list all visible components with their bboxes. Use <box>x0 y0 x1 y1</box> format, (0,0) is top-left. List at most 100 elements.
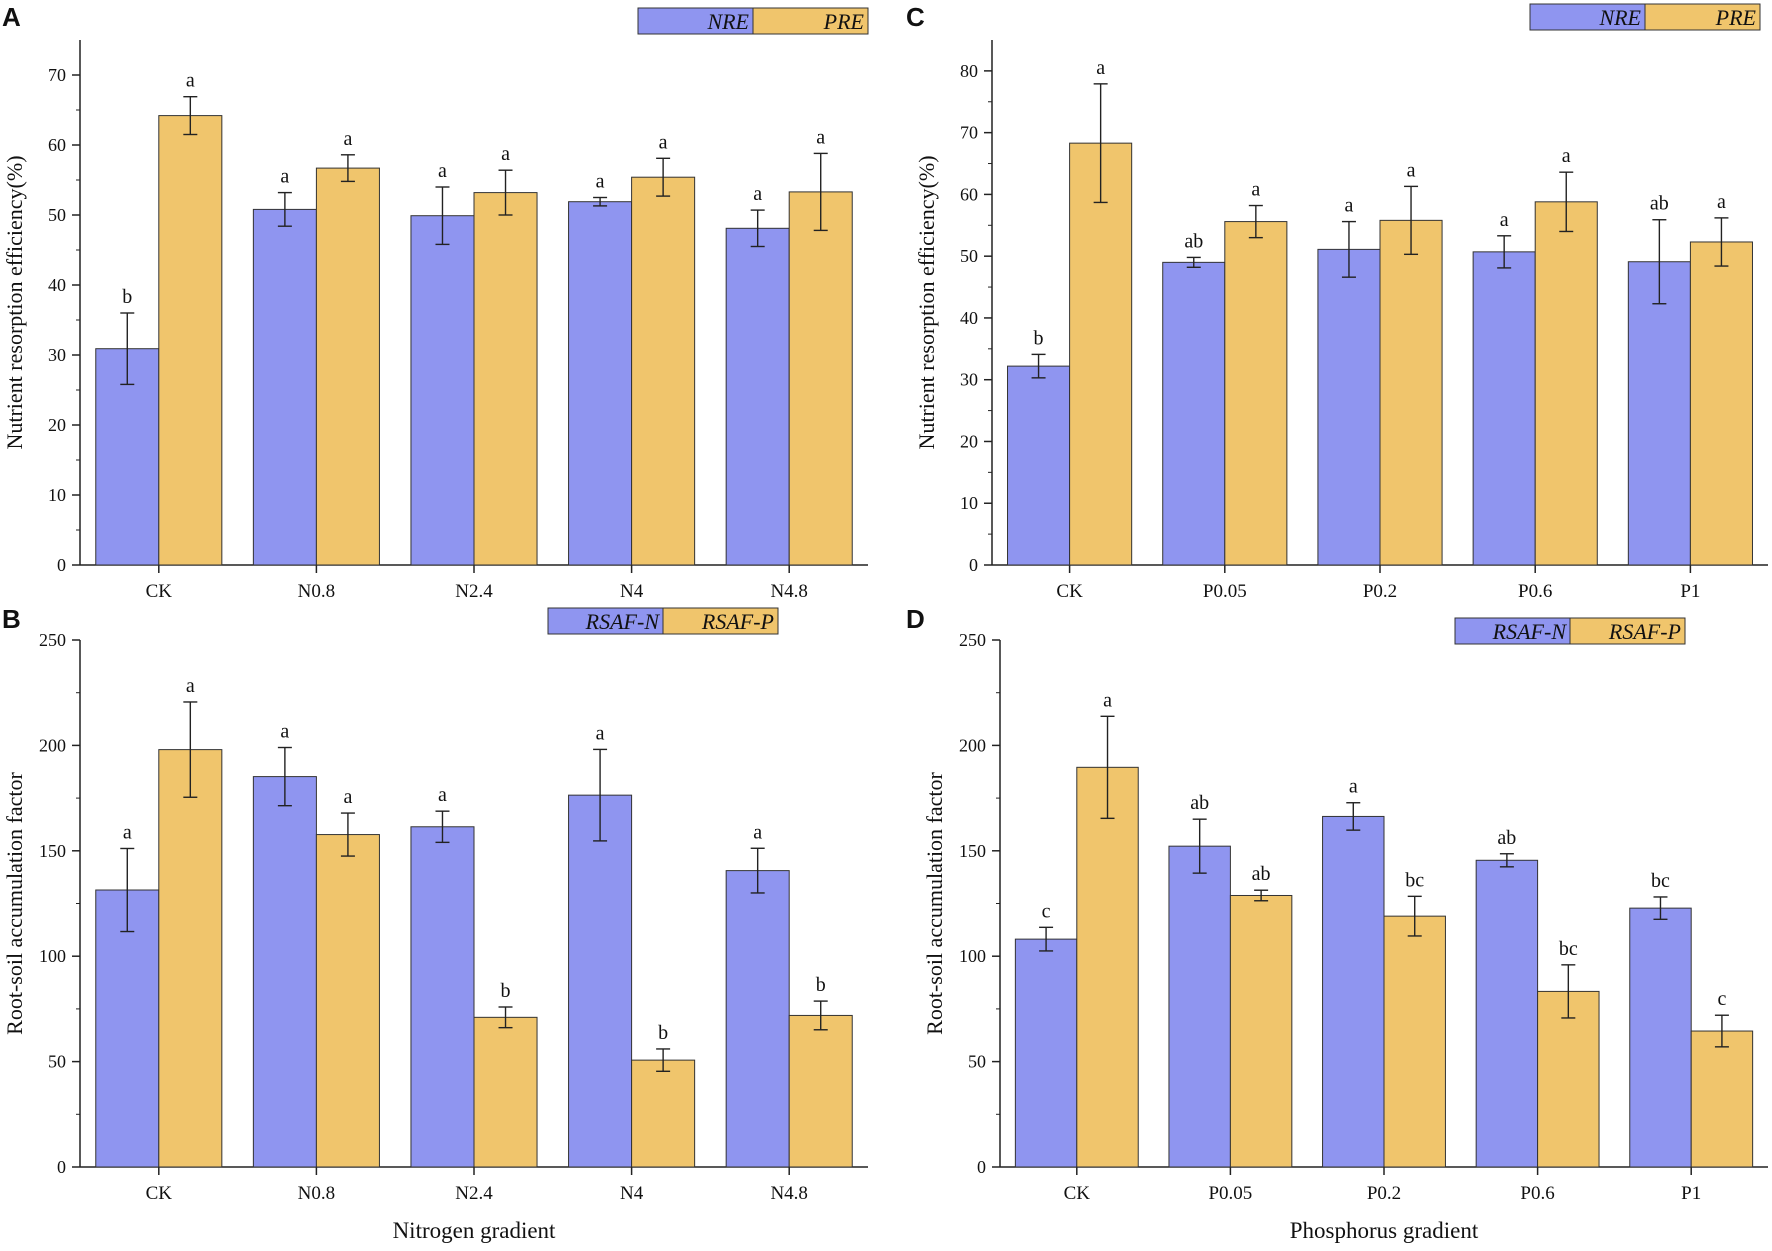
legend-swatch-nre <box>637 7 754 35</box>
x-tick-label-p0-05: P0.05 <box>1208 1183 1252 1204</box>
sig-letter-pre-ck: a <box>186 70 195 92</box>
bar-pre-ck <box>158 115 223 566</box>
x-tick-label-p0-6: P0.6 <box>1518 581 1552 602</box>
y-tick-label: 80 <box>960 61 978 81</box>
y-tick-label: 20 <box>960 431 978 451</box>
x-tick-label-p0-2: P0.2 <box>1367 1183 1401 1204</box>
legend-label-pre: PRE <box>823 9 865 34</box>
sig-letter-rsaf-p-p0-05: ab <box>1252 863 1271 885</box>
legend-swatch-pre <box>752 7 869 35</box>
sig-letter-nre-n2-4: a <box>438 160 447 182</box>
x-tick-label-n2-4: N2.4 <box>455 581 493 602</box>
sig-letter-rsaf-n-n2-4: a <box>438 784 447 806</box>
y-tick-label: 70 <box>48 65 66 85</box>
x-tick-label-n4-8: N4.8 <box>770 581 807 602</box>
y-tick-label: 100 <box>959 946 986 966</box>
y-tick-label: 50 <box>48 205 66 225</box>
x-tick-label-ck: CK <box>146 1183 173 1204</box>
y-axis-label: Nutrient resorption efficiency(%) <box>2 155 27 449</box>
y-tick-label: 250 <box>39 630 66 650</box>
panel-c: C 0 10 20 30 40 50 60 70 80 Nutrient resorption ef… <box>906 2 1768 602</box>
bar-rsaf-n-ck <box>95 889 160 1168</box>
y-tick-label: 200 <box>959 735 986 755</box>
sig-letter-rsaf-n-n4: a <box>596 722 605 744</box>
x-tick-label-ck: CK <box>1056 581 1083 602</box>
sig-letter-pre-p0-6: a <box>1562 145 1571 167</box>
sig-letter-rsaf-p-n0-8: a <box>343 786 352 808</box>
bar-pre-p1 <box>1689 241 1753 566</box>
sig-letter-pre-n2-4: a <box>501 143 510 165</box>
y-tick-label: 70 <box>960 123 978 143</box>
sig-letter-nre-p0-05: ab <box>1184 230 1203 252</box>
bar-rsaf-n-p0-05 <box>1168 845 1231 1168</box>
bar-rsaf-n-ck <box>1014 938 1078 1168</box>
legend-swatch-rsaf-n <box>1454 617 1571 645</box>
legend-swatch-pre <box>1644 3 1761 31</box>
legend-swatch-rsaf-p <box>662 607 779 635</box>
bar-nre-n4 <box>568 201 633 566</box>
sig-letter-rsaf-n-p0-05: ab <box>1190 792 1209 814</box>
legend-label-nre: NRE <box>706 9 749 34</box>
sig-letter-rsaf-p-ck: a <box>186 675 195 697</box>
y-tick-label: 50 <box>968 1052 986 1072</box>
sig-letter-rsaf-p-ck: a <box>1103 689 1112 711</box>
legend-label-rsaf-n: RSAF-N <box>1492 619 1568 644</box>
sig-letter-pre-p0-2: a <box>1407 159 1416 181</box>
bar-rsaf-p-p0-2 <box>1383 915 1446 1168</box>
bar-rsaf-p-n0-8 <box>315 834 380 1168</box>
y-tick-label: 20 <box>48 415 66 435</box>
bar-nre-n2-4 <box>410 215 475 566</box>
panel-a: A 0 10 20 30 40 50 60 70 Nutrient resorption effi… <box>2 2 869 602</box>
sig-letter-nre-ck: b <box>1034 327 1044 349</box>
bar-nre-p0-6 <box>1472 251 1536 566</box>
panel-d: D 0 50 100 150 200 250 Root-soil accumulation f… <box>906 604 1768 1243</box>
legend-label-rsaf-p: RSAF-P <box>1608 619 1681 644</box>
bar-rsaf-p-n4-8 <box>788 1014 853 1168</box>
x-axis-label: Nitrogen gradient <box>393 1218 556 1243</box>
bar-pre-p0-05 <box>1224 221 1288 566</box>
x-tick-label-ck: CK <box>1064 1183 1091 1204</box>
bar-pre-n0-8 <box>315 167 380 566</box>
sig-letter-nre-p0-2: a <box>1345 195 1354 217</box>
bar-rsaf-n-p0-2 <box>1322 815 1385 1168</box>
y-tick-label: 150 <box>959 841 986 861</box>
sig-letter-pre-n4: a <box>659 131 668 153</box>
bar-pre-p0-6 <box>1534 201 1598 566</box>
y-tick-label: 0 <box>977 1157 986 1177</box>
x-tick-label-p0-05: P0.05 <box>1203 581 1247 602</box>
y-tick-label: 0 <box>57 555 66 575</box>
panel-letter-b: B <box>2 604 21 634</box>
y-tick-label: 50 <box>48 1052 66 1072</box>
bar-nre-p1 <box>1627 261 1691 566</box>
panel-letter-a: A <box>2 2 21 32</box>
y-axis-label: Nutrient resorption efficiency(%) <box>914 155 939 449</box>
bar-pre-n4 <box>631 176 696 566</box>
bar-pre-p0-2 <box>1379 219 1443 566</box>
bar-rsaf-p-n4 <box>631 1059 696 1168</box>
y-tick-label: 10 <box>48 485 66 505</box>
x-tick-label-n4: N4 <box>620 581 644 602</box>
y-tick-label: 150 <box>39 841 66 861</box>
y-tick-label: 60 <box>48 135 66 155</box>
bar-rsaf-p-n2-4 <box>473 1016 538 1168</box>
y-tick-label: 10 <box>960 493 978 513</box>
sig-letter-rsaf-p-n4: b <box>658 1022 668 1044</box>
sig-letter-rsaf-p-n4-8: b <box>816 974 826 996</box>
bar-rsaf-n-p0-6 <box>1475 859 1539 1168</box>
legend-label-pre: PRE <box>1715 5 1757 30</box>
sig-letter-rsaf-p-p0-6: bc <box>1559 938 1578 960</box>
y-tick-label: 60 <box>960 184 978 204</box>
sig-letter-pre-n0-8: a <box>343 128 352 150</box>
bar-rsaf-n-n0-8 <box>252 776 317 1168</box>
legend-swatch-rsaf-p <box>1569 617 1686 645</box>
legend-swatch-nre <box>1529 3 1646 31</box>
bar-rsaf-p-p0-6 <box>1537 990 1600 1168</box>
x-tick-label-p1: P1 <box>1681 1183 1701 1204</box>
bar-rsaf-p-p0-05 <box>1229 894 1293 1168</box>
y-tick-label: 50 <box>960 246 978 266</box>
sig-letter-rsaf-p-p0-2: bc <box>1405 869 1424 891</box>
bar-rsaf-n-n2-4 <box>410 826 475 1168</box>
legend-label-rsaf-n: RSAF-N <box>585 609 661 634</box>
y-tick-label: 40 <box>48 275 66 295</box>
